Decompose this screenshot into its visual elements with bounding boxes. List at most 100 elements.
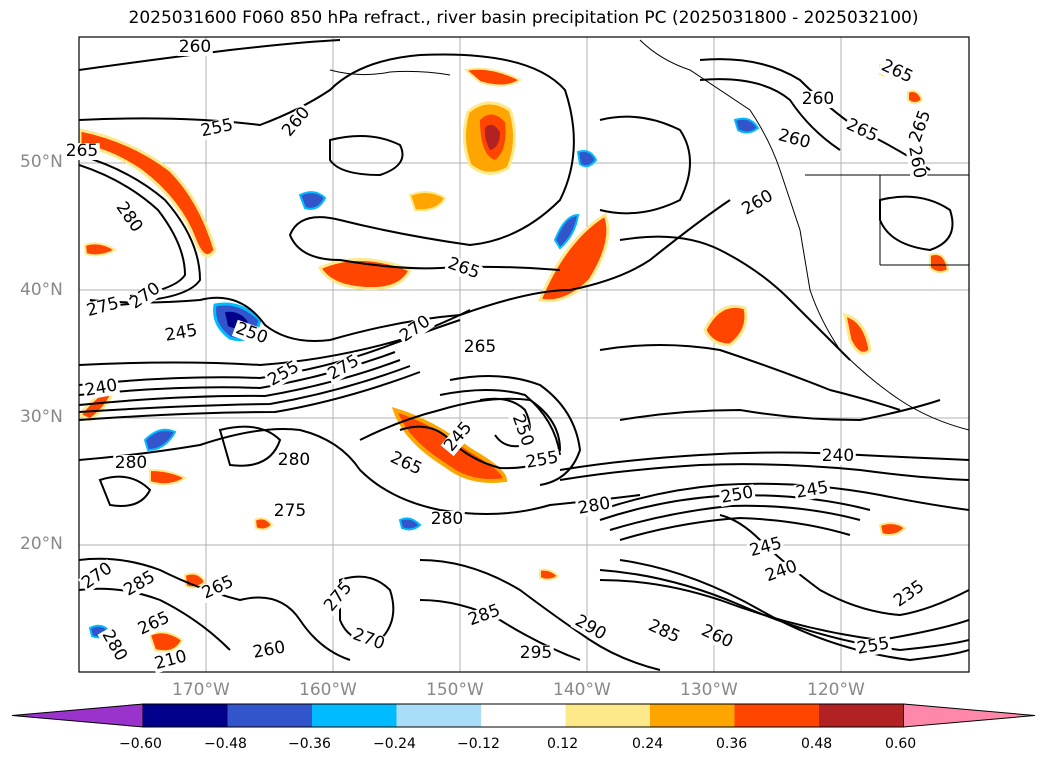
map-background: [79, 37, 969, 672]
contour-label: 240: [82, 375, 121, 401]
contour-line: [79, 53, 575, 271]
shading-blob: [929, 253, 950, 274]
precip-shading: [79, 63, 950, 653]
shading-blob: [907, 90, 924, 104]
shading-blob: [79, 128, 217, 258]
contour-label: 255: [197, 115, 237, 141]
contour-line: [619, 516, 851, 541]
svg-text:260: 260: [802, 89, 834, 109]
contour-line: [419, 559, 661, 671]
contour-label: 295: [518, 643, 554, 663]
lon-label-130w: 130°W: [680, 680, 738, 700]
map-frame: [78, 36, 970, 673]
shading-blob: [149, 468, 187, 486]
colorbar-segments: [11, 703, 1036, 728]
contour-line: [599, 579, 969, 642]
svg-text:280: 280: [115, 453, 147, 473]
shading-blob: [843, 312, 872, 355]
contour-line: [719, 514, 969, 617]
contour-line: [98, 475, 152, 507]
colorbar-tick: 0.60: [885, 736, 917, 752]
shading-blob: [83, 242, 117, 257]
lon-label-120w: 120°W: [807, 680, 865, 700]
lat-label-40n: 40°N: [20, 280, 63, 300]
svg-text:260: 260: [179, 37, 211, 57]
contour-line: [79, 557, 351, 661]
shading-blob: [537, 212, 610, 303]
shading-blob: [484, 124, 500, 150]
contour-line: [79, 39, 341, 71]
contour-label: 255: [854, 633, 893, 659]
map-title: 2025031600 F060 850 hPa refract., river …: [128, 8, 919, 28]
lon-label-150w: 150°W: [426, 680, 484, 700]
shading-blob: [408, 191, 447, 212]
contour-line: [79, 164, 187, 297]
contour-line: [559, 463, 969, 481]
svg-text:275: 275: [274, 501, 306, 521]
svg-text:280: 280: [278, 450, 310, 470]
colorbar-segment: [650, 704, 735, 727]
contour-line: [439, 389, 561, 456]
colorbar-segment: [396, 704, 481, 727]
colorbar-tick: −0.12: [457, 736, 500, 752]
contour-label: 280: [575, 493, 614, 519]
contour-label: 280: [276, 450, 312, 470]
colorbar-segment: [143, 704, 228, 727]
contour-label: 280: [113, 453, 149, 473]
colorbar-extend-max: [903, 703, 1036, 728]
contour-line: [79, 587, 231, 651]
contour-line: [449, 375, 582, 486]
svg-text:295: 295: [520, 643, 552, 663]
lat-label-20n: 20°N: [20, 534, 63, 554]
contour-line: [339, 575, 395, 642]
colorbar-segment: [819, 704, 904, 727]
colorbar-tick: −0.48: [204, 736, 247, 752]
contour-line: [79, 428, 641, 515]
colorbar-segment: [565, 704, 650, 727]
svg-text:280: 280: [431, 509, 463, 529]
svg-text:265: 265: [66, 141, 98, 161]
colorbar-tick: −0.36: [288, 736, 331, 752]
lat-label-30n: 30°N: [20, 407, 63, 427]
contour-line: [699, 78, 841, 151]
shading-blob: [878, 522, 907, 537]
colorbar-tick: −0.24: [373, 736, 416, 752]
contour-line: [419, 599, 581, 661]
colorbar-frame: [142, 703, 904, 728]
colorbar-segment: [227, 704, 312, 727]
coastlines: [329, 39, 969, 431]
contour-line: [218, 425, 282, 467]
shading-blob: [576, 150, 598, 168]
contour-line: [619, 235, 851, 361]
shading-blob: [539, 568, 560, 581]
contour-line: [599, 569, 969, 652]
contour-line: [79, 359, 401, 406]
coastline-north-america: [639, 39, 969, 431]
colorbar-extend-min: [11, 703, 144, 728]
shading-blob: [703, 304, 748, 347]
lon-label-140w: 140°W: [553, 680, 611, 700]
contour-label: 265: [462, 337, 498, 357]
colorbar-segment: [481, 704, 566, 727]
lat-label-50n: 50°N: [20, 152, 63, 172]
contour-line: [329, 135, 404, 177]
contour-label: 260: [800, 89, 836, 109]
colorbar-segment: [734, 704, 819, 727]
colorbar-tick: 0.36: [716, 736, 748, 752]
lon-label-160w: 160°W: [299, 680, 357, 700]
colorbar-tick: 0.24: [632, 736, 664, 752]
contour-line: [599, 115, 691, 215]
contour-label: 255: [523, 447, 562, 473]
contour-label: 280: [429, 509, 465, 529]
colorbar-tick: 0.48: [801, 736, 833, 752]
contour-label: 260: [177, 37, 213, 57]
contour-line: [619, 559, 969, 662]
contour-line: [619, 399, 941, 422]
shading-blob: [398, 517, 422, 531]
shading-blob: [253, 517, 274, 531]
contour-line: [79, 371, 421, 421]
contour-line: [599, 344, 901, 411]
contour-line: [559, 451, 969, 471]
